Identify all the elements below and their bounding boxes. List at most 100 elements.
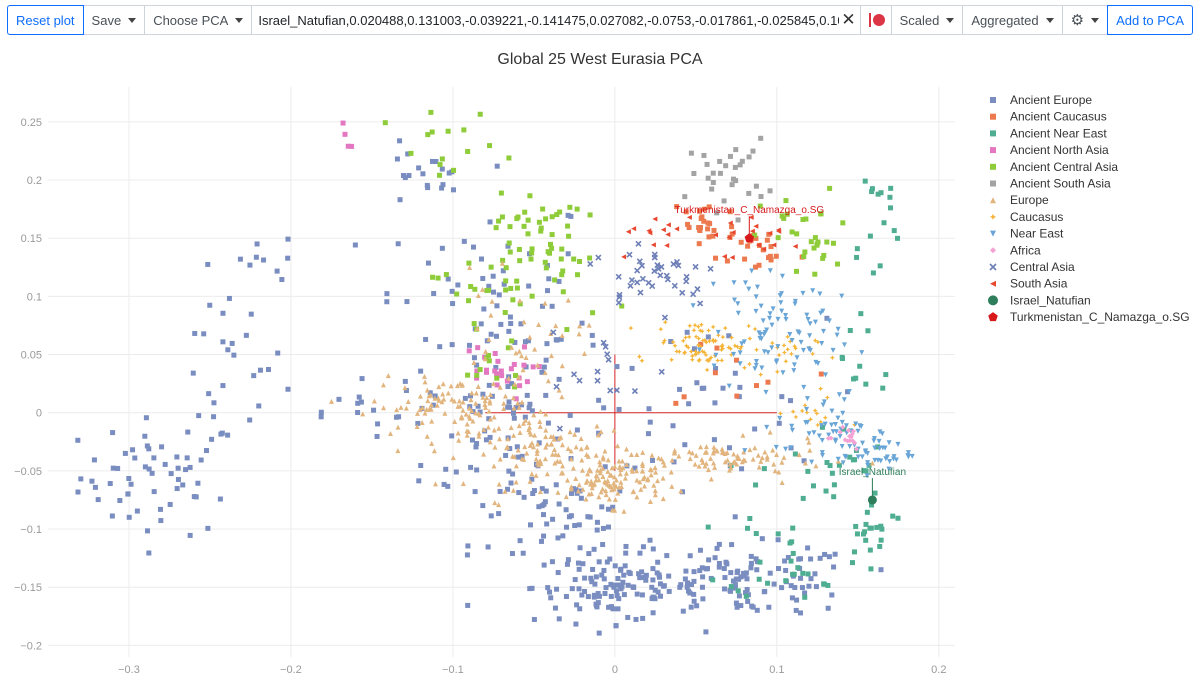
data-point xyxy=(615,273,622,280)
legend-item[interactable]: Ancient Near East xyxy=(990,126,1107,140)
data-point xyxy=(428,402,434,408)
data-point xyxy=(480,394,486,400)
add-to-pca-button[interactable]: Add to PCA xyxy=(1107,5,1193,35)
data-point xyxy=(445,483,451,489)
data-point xyxy=(461,238,467,244)
data-point xyxy=(700,338,706,343)
legend-item[interactable]: Europe xyxy=(990,193,1049,207)
data-point xyxy=(756,464,762,470)
data-point xyxy=(705,467,711,473)
data-point xyxy=(802,590,808,596)
data-point xyxy=(639,358,645,364)
data-point xyxy=(731,280,737,286)
data-point xyxy=(184,455,190,461)
data-point xyxy=(826,554,832,560)
data-point xyxy=(714,448,720,454)
data-point xyxy=(863,521,869,527)
data-point xyxy=(607,387,614,394)
sample-input[interactable]: Israel_Natufian,0.020488,0.131003,-0.039… xyxy=(251,5,861,35)
data-point xyxy=(501,406,507,412)
legend-item[interactable]: Ancient Europe xyxy=(990,93,1092,107)
data-point xyxy=(616,596,622,602)
data-point xyxy=(683,343,689,349)
legend-item[interactable]: South Asia xyxy=(990,277,1068,291)
data-point xyxy=(466,260,472,266)
data-point xyxy=(128,481,134,487)
data-point xyxy=(459,415,465,421)
legend-item[interactable]: Near East xyxy=(990,227,1064,241)
legend-item[interactable]: Ancient North Asia xyxy=(990,143,1109,157)
data-point xyxy=(818,211,824,217)
data-point xyxy=(741,339,747,345)
data-point xyxy=(596,477,602,483)
legend-item[interactable]: Ancient South Asia xyxy=(990,177,1111,191)
data-point xyxy=(515,454,521,460)
choose-pca-dropdown[interactable]: Choose PCA xyxy=(144,5,253,35)
data-point xyxy=(117,498,123,504)
data-point xyxy=(759,536,765,542)
record-button[interactable] xyxy=(859,5,892,35)
legend-item[interactable]: Turkmenistan_C_Namazga_o.SG xyxy=(988,310,1190,324)
data-point xyxy=(788,558,794,564)
legend[interactable]: Ancient Europe Ancient Caucasus Ancient Ne… xyxy=(988,93,1190,324)
data-point xyxy=(579,467,585,473)
data-point xyxy=(511,432,517,438)
data-point xyxy=(571,256,577,262)
data-point xyxy=(436,397,442,403)
data-point xyxy=(449,396,455,402)
data-point xyxy=(417,393,423,399)
data-point xyxy=(548,433,554,439)
data-point xyxy=(749,268,755,274)
data-point xyxy=(196,413,202,419)
data-point xyxy=(608,604,614,610)
aggregated-dropdown[interactable]: Aggregated xyxy=(962,5,1063,35)
data-point xyxy=(247,417,253,423)
legend-item[interactable]: Africa xyxy=(990,243,1041,257)
data-point xyxy=(110,465,116,471)
data-point xyxy=(243,332,249,338)
data-point xyxy=(198,457,204,463)
data-point xyxy=(601,405,607,411)
settings-dropdown[interactable]: ⚙ xyxy=(1061,5,1109,35)
data-point xyxy=(548,353,554,359)
data-point xyxy=(429,440,435,446)
data-point xyxy=(130,447,136,453)
choose-pca-label: Choose PCA xyxy=(153,12,229,28)
data-point xyxy=(397,197,403,203)
data-point xyxy=(802,460,808,466)
legend-item[interactable]: Central Asia xyxy=(989,260,1075,274)
data-point xyxy=(701,206,707,212)
data-point xyxy=(697,228,703,234)
y-tick-label: −0.05 xyxy=(14,466,42,478)
data-point xyxy=(593,574,599,580)
data-point xyxy=(650,546,656,552)
data-point xyxy=(728,570,734,576)
data-point xyxy=(417,407,423,413)
legend-item[interactable]: Ancient Caucasus xyxy=(990,110,1107,124)
legend-item[interactable]: Israel_Natufian xyxy=(988,293,1091,307)
data-point xyxy=(634,451,640,457)
data-point xyxy=(559,394,565,400)
data-point xyxy=(865,328,871,334)
data-point xyxy=(872,490,878,496)
data-point xyxy=(580,561,586,567)
data-point xyxy=(565,251,571,257)
data-point xyxy=(537,418,543,424)
data-point xyxy=(424,387,430,393)
data-point xyxy=(666,588,672,594)
reset-plot-button[interactable]: Reset plot xyxy=(7,5,84,35)
data-point xyxy=(403,405,409,411)
data-point xyxy=(806,431,812,437)
data-point xyxy=(746,190,752,196)
data-point xyxy=(460,399,466,405)
save-dropdown[interactable]: Save xyxy=(82,5,146,35)
scaled-dropdown[interactable]: Scaled xyxy=(890,5,964,35)
clear-icon[interactable]: ✕ xyxy=(839,10,856,30)
legend-item[interactable]: Caucasus xyxy=(990,210,1063,224)
data-point xyxy=(764,237,770,243)
data-point xyxy=(697,328,703,333)
data-point xyxy=(653,469,659,475)
data-point xyxy=(742,365,747,371)
data-point xyxy=(634,468,640,474)
legend-item[interactable]: Ancient Central Asia xyxy=(990,160,1118,174)
